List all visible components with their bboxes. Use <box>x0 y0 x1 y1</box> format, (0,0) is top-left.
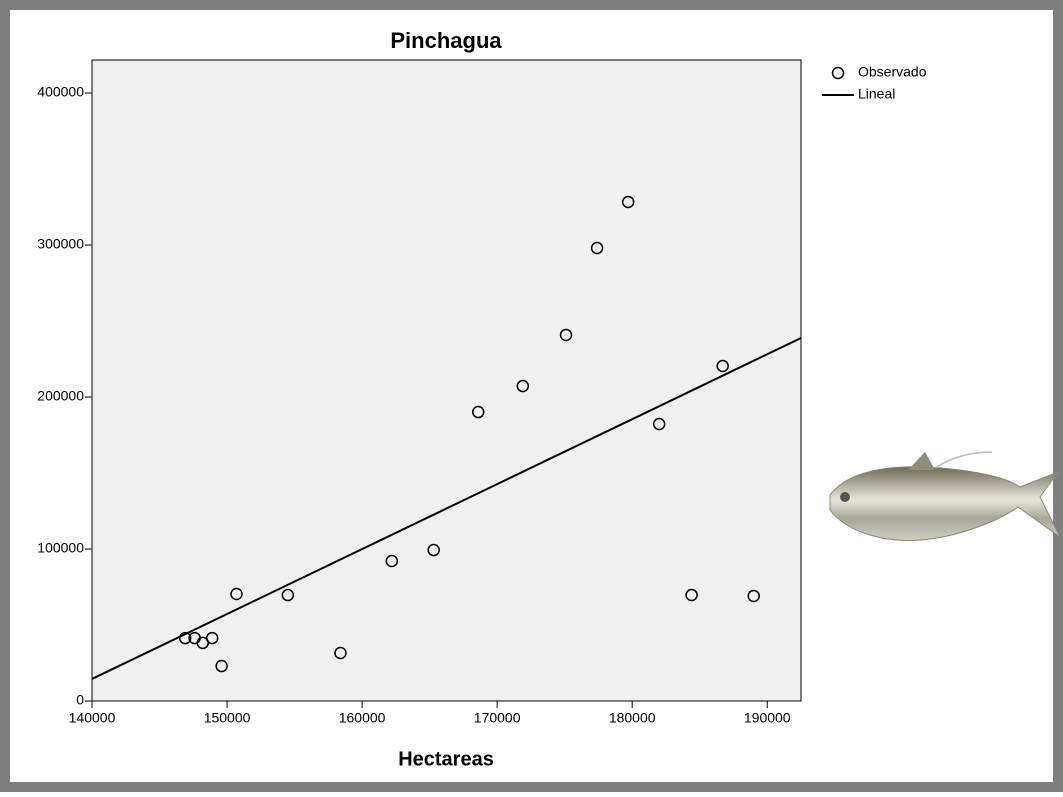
x-tick-label: 150000 <box>204 710 251 726</box>
legend-label: Lineal <box>858 86 895 102</box>
y-tick-label: 0 <box>76 692 84 708</box>
x-tick-label: 190000 <box>744 710 791 726</box>
page: Pinchagua Hectareas 0 100000 200000 300000 4… <box>0 0 1063 797</box>
legend-label: Observado <box>858 64 927 80</box>
y-tick-label: 400000 <box>37 84 84 100</box>
x-axis-label: Hectareas <box>398 748 494 770</box>
x-tick-label: 160000 <box>339 710 386 726</box>
x-tick-label: 140000 <box>69 710 116 726</box>
y-tick-label: 200000 <box>37 388 84 404</box>
plot-area <box>92 60 801 701</box>
chart-title: Pinchagua <box>390 28 502 53</box>
y-tick-label: 100000 <box>37 540 84 556</box>
x-tick-label: 180000 <box>609 710 656 726</box>
y-tick-label: 300000 <box>37 236 84 252</box>
chart: Pinchagua Hectareas 0 100000 200000 300000 4… <box>0 0 1063 792</box>
x-tick-label: 170000 <box>474 710 521 726</box>
